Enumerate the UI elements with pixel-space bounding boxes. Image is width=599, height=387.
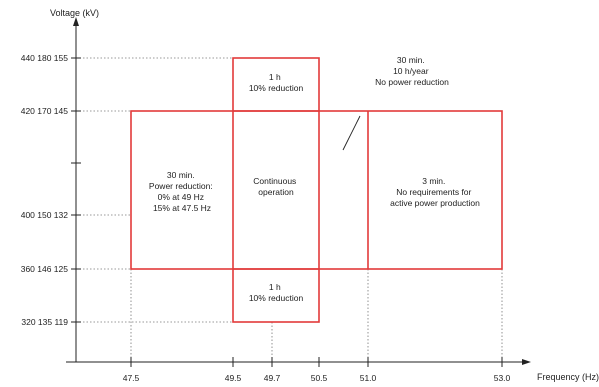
callout-line: 30 min. [397, 55, 425, 65]
y-axis-title: Voltage (kV) [50, 8, 99, 18]
frequency-label: 53.0 [494, 373, 511, 383]
frequency-label: 47.5 [123, 373, 140, 383]
zone-right-line: active power production [390, 198, 480, 208]
frequency-label: 49.5 [225, 373, 242, 383]
zone-top-line: 10% reduction [249, 83, 304, 93]
x-axis-arrow-icon [522, 359, 531, 365]
zone-bottom-line: 1 h [269, 282, 281, 292]
zone-left-line: 15% at 47.5 Hz [153, 203, 211, 213]
zone-right-line: 3 min. [422, 176, 445, 186]
frequency-label: 49.7 [264, 373, 281, 383]
frequency-label: 50.5 [311, 373, 328, 383]
zone-left-line: 0% at 49 Hz [158, 192, 204, 202]
zone-center-line: operation [258, 187, 294, 197]
zone-center-text: Continuous operation [253, 176, 298, 197]
x-axis-title: Frequency (Hz) [537, 372, 599, 382]
voltage-label: 400 150 132 [21, 210, 69, 220]
axis-ticks [71, 57, 503, 367]
callout-text: 30 min. 10 h/year No power reduction [375, 55, 449, 87]
y-axis-arrow-icon [73, 17, 79, 26]
frequency-label: 51.0 [360, 373, 377, 383]
zone-bottom-line: 10% reduction [249, 293, 304, 303]
center-zone-border [232, 57, 320, 323]
zone-top-text: 1 h 10% reduction [249, 72, 304, 93]
zone-bottom-text: 1 h 10% reduction [249, 282, 304, 303]
zone-right-line: No requirements for [396, 187, 471, 197]
voltage-label: 440 180 155 [21, 53, 69, 63]
callout-line: No power reduction [375, 77, 449, 87]
zone-left-line: Power reduction: [149, 181, 213, 191]
voltage-label: 360 146 125 [21, 264, 69, 274]
voltage-label: 420 170 145 [21, 106, 69, 116]
zone-top-line: 1 h [269, 72, 281, 82]
zone-left-line: 30 min. [167, 170, 195, 180]
voltage-labels: 440 180 155 420 170 145 400 150 132 360 … [21, 53, 69, 327]
operating-zones [130, 57, 503, 323]
frequency-labels: 47.5 49.5 49.7 50.5 51.0 53.0 [123, 373, 511, 383]
horizontal-guides [76, 57, 233, 323]
callout-leader-line [342, 115, 361, 151]
zone-left-text: 30 min. Power reduction: 0% at 49 Hz 15%… [149, 170, 215, 213]
zone-right-text: 3 min. No requirements for active power … [390, 176, 480, 208]
voltage-label: 320 135 119 [21, 317, 68, 327]
zone-center-line: Continuous [253, 176, 296, 186]
callout-line: 10 h/year [393, 66, 429, 76]
vertical-guides [130, 269, 503, 362]
